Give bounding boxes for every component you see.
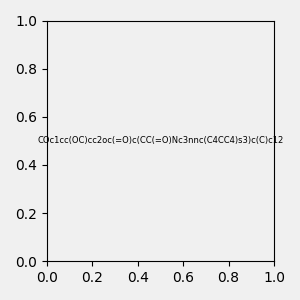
Text: COc1cc(OC)cc2oc(=O)c(CC(=O)Nc3nnc(C4CC4)s3)c(C)c12: COc1cc(OC)cc2oc(=O)c(CC(=O)Nc3nnc(C4CC4)… bbox=[37, 136, 284, 146]
